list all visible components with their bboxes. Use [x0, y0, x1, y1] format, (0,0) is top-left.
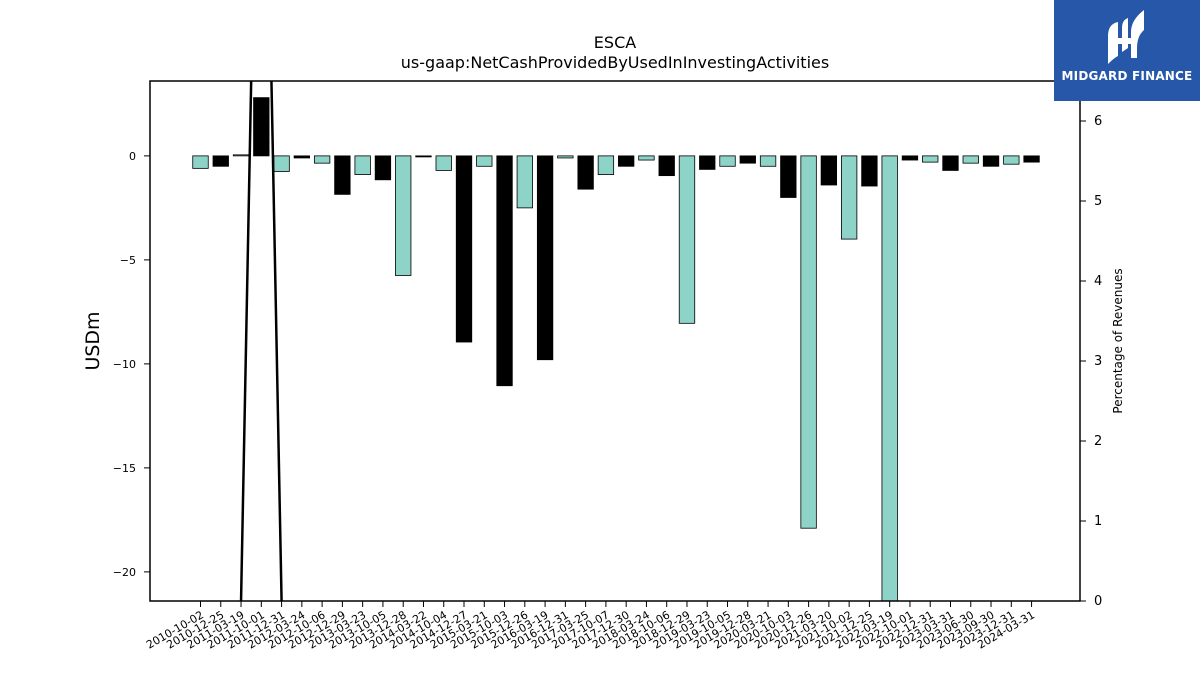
bar-2021-03-20	[820, 155, 838, 186]
bar-2020-10-03	[780, 155, 797, 198]
bar-2021-12-25	[861, 155, 878, 187]
y2-tick-label: 1	[1094, 514, 1102, 529]
y2-tick-label: 3	[1094, 354, 1102, 369]
bar-2021-10-02	[840, 155, 858, 240]
bar-2019-10-05	[719, 155, 736, 167]
bar-2023-12-31	[1003, 155, 1020, 165]
bar-2010-12-25	[212, 155, 229, 167]
y2-tick-label: 2	[1094, 434, 1102, 449]
y2-tick-label: 4	[1094, 274, 1102, 289]
bar-2017-12-30	[618, 155, 635, 167]
bar-2010-10-02	[192, 155, 209, 169]
bar-2011-03-19	[232, 154, 250, 157]
plot-frame	[149, 80, 1081, 602]
bar-2018-12-29	[678, 155, 696, 324]
y-axis: 0 −5 −10 −15 −20	[113, 150, 150, 579]
y2-tick-label: 0	[1094, 594, 1102, 609]
bar-2011-10-01	[253, 97, 270, 157]
bar-2012-03-24	[293, 155, 311, 159]
y-tick-label: −15	[113, 462, 136, 475]
bar-2022-03-19	[881, 155, 898, 601]
logo-mark-icon	[1108, 10, 1144, 64]
bar-2024-03-31	[1023, 155, 1040, 163]
y-tick-label: 0	[129, 150, 136, 163]
bar-2023-06-30	[962, 155, 979, 164]
bar-2012-10-06	[313, 155, 331, 164]
y-tick-label: −5	[120, 254, 136, 267]
bar-2022-10-01	[901, 155, 919, 161]
bar-2013-03-23	[354, 155, 371, 176]
chart-subtitle: us-gaap:NetCashProvidedByUsedInInvesting…	[401, 53, 829, 72]
logo-text: MIDGARD FINANCE	[1061, 69, 1193, 83]
y2-axis-label: Percentage of Revenues	[1111, 268, 1125, 413]
y2-tick-label: 5	[1094, 194, 1102, 209]
bar-2018-10-06	[658, 155, 675, 177]
bar-2016-03-19	[536, 155, 554, 361]
brand-logo: MIDGARD FINANCE	[1054, 0, 1200, 101]
y2-axis: 0 1 2 3 4 5 6	[1080, 114, 1102, 609]
bar-2020-03-21	[759, 155, 777, 167]
bar-2015-03-21	[476, 155, 493, 167]
bar-2014-12-27	[455, 155, 473, 343]
bar-2020-12-26	[800, 155, 817, 529]
x-axis: 2010-10-022010-12-252011-03-192011-10-01…	[144, 601, 1037, 652]
bar-2015-10-03	[496, 155, 513, 387]
bar-2017-03-25	[577, 155, 594, 190]
bar-2018-03-24	[638, 155, 655, 161]
bar-2014-10-04	[435, 155, 452, 171]
bars-group	[192, 97, 1040, 601]
bar-2013-12-28	[395, 155, 412, 276]
chart-title: ESCA	[594, 33, 636, 52]
bar-2019-03-23	[699, 155, 716, 170]
bar-2023-03-31	[942, 155, 959, 171]
bar-2014-03-22	[415, 155, 432, 158]
bar-2023-09-30	[982, 155, 1000, 167]
bar-2019-12-28	[739, 155, 756, 164]
bar-2017-10-07	[597, 155, 615, 176]
bar-2013-10-05	[374, 155, 392, 181]
bar-2011-12-31	[273, 155, 290, 172]
y-tick-label: −10	[113, 358, 136, 371]
line-group	[239, 81, 283, 601]
bar-2012-12-29	[334, 155, 351, 195]
line-series	[239, 81, 283, 601]
y2-tick-label: 6	[1094, 114, 1102, 129]
y-axis-label: USDm	[82, 311, 104, 370]
bar-2015-12-26	[516, 155, 533, 209]
y-tick-label: −20	[113, 566, 136, 579]
bar-2022-12-31	[922, 155, 939, 163]
bar-2016-12-31	[557, 155, 574, 159]
